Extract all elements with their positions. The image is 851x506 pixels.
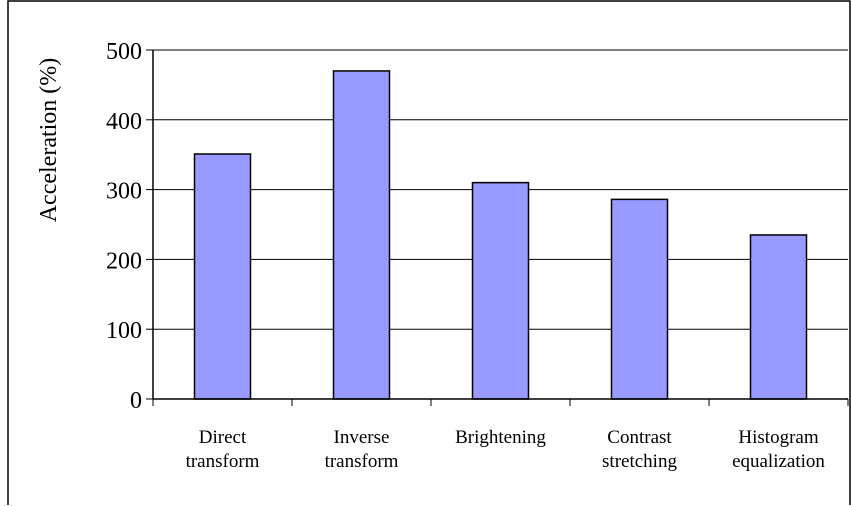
bar <box>471 181 530 400</box>
y-tick-label: 0 <box>130 388 142 414</box>
bars <box>193 70 808 400</box>
bar <box>332 70 391 400</box>
bar <box>610 198 669 400</box>
x-tick-label: Direct transform <box>186 427 260 472</box>
y-tick-label: 400 <box>106 109 142 135</box>
y-tick-label: 300 <box>106 179 142 205</box>
y-tick-label: 500 <box>106 39 142 65</box>
y-tick-label: 100 <box>106 318 142 344</box>
chart-frame-border <box>7 0 851 505</box>
x-tick-label: Contrast stretching <box>602 427 677 472</box>
bar <box>749 234 808 400</box>
x-tick-label: Inverse transform <box>325 427 399 472</box>
axis-labels: 0 100 200 300 400 500 Direct transform Inverse tr… <box>106 39 825 472</box>
axes <box>146 49 849 406</box>
bar <box>193 153 252 400</box>
y-axis-title: Acceleration (%) <box>36 58 62 223</box>
y-tick-label: 200 <box>106 248 142 274</box>
x-tick-label: Histogram equalization <box>732 427 825 472</box>
x-tick-label: Brightening <box>455 427 546 448</box>
